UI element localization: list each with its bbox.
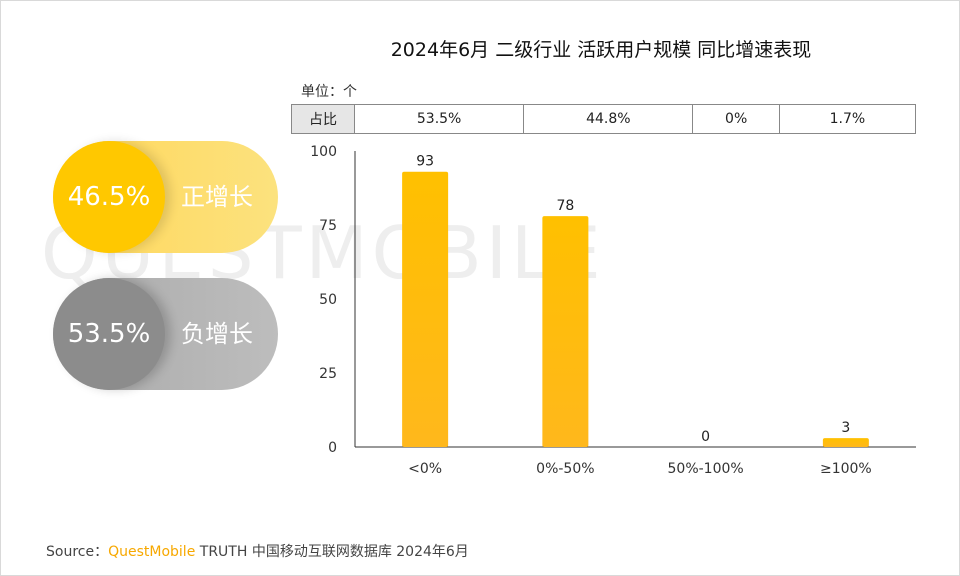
- positive-growth-pill: 46.5% 正增长: [53, 141, 278, 253]
- ratio-cell: 44.8%: [523, 104, 694, 134]
- bar: [402, 171, 449, 447]
- positive-growth-label: 正增长: [181, 183, 253, 211]
- chart-title: 2024年6月 二级行业 活跃用户规模 同比增速表现: [390, 39, 812, 61]
- source-brand: QuestMobile: [108, 544, 196, 560]
- bar: [822, 438, 869, 447]
- x-tick-label: ≥100%: [820, 461, 872, 477]
- source-prefix: Source：: [46, 544, 109, 560]
- bar-value-label: 0: [701, 429, 710, 445]
- y-tick-label: 50: [319, 292, 337, 308]
- bar-value-label: 3: [841, 420, 850, 436]
- unit-label: 单位：个: [301, 84, 357, 100]
- source-rest: TRUTH 中国移动互联网数据库 2024年6月: [199, 544, 469, 560]
- y-tick-label: 75: [319, 218, 337, 234]
- ratio-row: 占比 53.5% 44.8% 0% 1.7%: [291, 104, 917, 134]
- y-tick-label: 0: [328, 440, 337, 456]
- negative-growth-label: 负增长: [181, 320, 253, 348]
- negative-growth-pill: 53.5% 负增长: [53, 278, 278, 390]
- bar: [542, 216, 589, 447]
- ratio-cell: 1.7%: [778, 104, 917, 134]
- bar-value-label: 93: [416, 154, 434, 170]
- y-tick-label: 100: [310, 144, 337, 160]
- ratio-header: 占比: [291, 104, 355, 134]
- bar-value-label: 78: [556, 198, 574, 214]
- ratio-cell: 53.5%: [353, 104, 525, 134]
- ratio-table: 占比 53.5% 44.8% 0% 1.7%: [291, 104, 917, 134]
- x-tick-label: 50%-100%: [668, 461, 744, 477]
- positive-growth-percent: 46.5%: [53, 141, 165, 253]
- y-tick-label: 25: [319, 366, 337, 382]
- source-note: Source：QuestMobile TRUTH 中国移动互联网数据库 2024…: [46, 541, 469, 561]
- ratio-cell: 0%: [692, 104, 780, 134]
- negative-growth-percent: 53.5%: [53, 278, 165, 390]
- x-tick-label: <0%: [408, 461, 442, 477]
- bar-chart: 0 25 50 75 100 93 <0% 78 0%-50% 0 50%-100% 3 ≥100%: [310, 144, 916, 477]
- x-tick-label: 0%-50%: [536, 461, 594, 477]
